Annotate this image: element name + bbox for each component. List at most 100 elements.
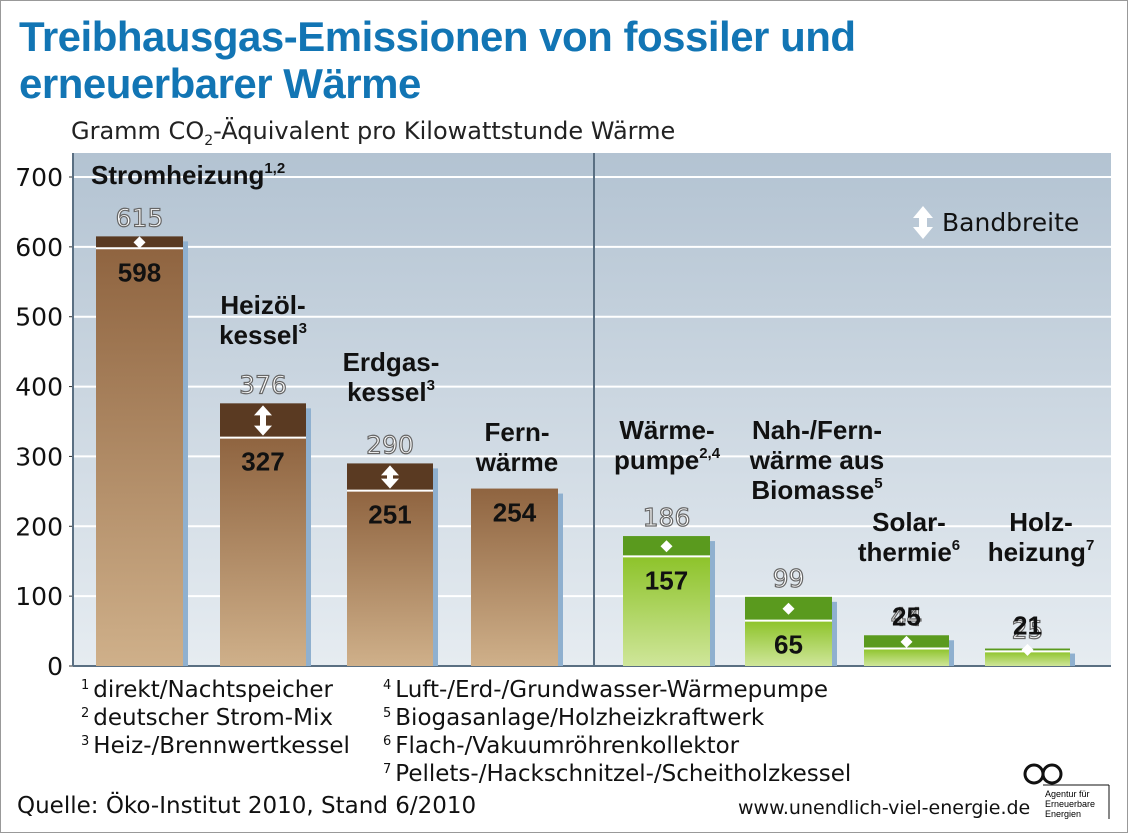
chart-title: Treibhausgas-Emissionen von fossiler und… [19, 13, 1019, 107]
bar-7-value [864, 648, 949, 666]
y-tick-label-500: 500 [15, 303, 63, 332]
y-tick-label-200: 200 [15, 512, 63, 541]
bar-6-footnote-ref: 5 [874, 475, 882, 492]
bar-2-value-label: 327 [241, 447, 284, 477]
footnote-5: 5 Biogasanlage/Holzheizkraftwerk [383, 705, 765, 731]
bar-3-value [347, 490, 433, 666]
logo-text-2: Erneuerbare [1045, 799, 1095, 809]
y-tick-label-0: 0 [47, 652, 63, 681]
bar-4-category-line-2: wärme [475, 447, 558, 477]
bar-4-shadow [558, 493, 563, 666]
bar-3-arrow-up-icon [381, 465, 399, 476]
bar-2-max-label: 376 [239, 370, 287, 399]
bar-1-shadow [183, 241, 188, 666]
bar-2-footnote-ref: 3 [299, 320, 307, 337]
bar-6-category-line-1: Nah-/Fern- [752, 415, 882, 445]
bar-6-category-line-2: wärme aus [749, 445, 884, 475]
bar-7-category-line-1: Solar- [872, 507, 946, 537]
bar-7-shadow [949, 640, 954, 666]
footnote-7: 7 Pellets-/Hackschnitzel-/Scheitholzkesse… [383, 761, 852, 787]
y-tick-label-700: 700 [15, 163, 63, 192]
bar-8-footnote-ref: 7 [1086, 537, 1094, 554]
bar-5-footnote-ref: 2,4 [699, 445, 721, 462]
bar-4-value-label: 254 [493, 498, 537, 528]
bar-2-shadow [306, 408, 311, 666]
y-tick-label-300: 300 [15, 442, 63, 471]
legend-bandbreite-label: Bandbreite [942, 208, 1079, 237]
bar-1-footnote-ref: 1,2 [264, 160, 285, 177]
bar-7-category-line-2: thermie6 [858, 537, 960, 567]
footnote-4: 4 Luft-/Erd-/Grundwasser-Wärmepumpe [383, 677, 828, 703]
footnote-1: 1 direkt/Nachtspeicher [81, 677, 333, 703]
y-tick-label-100: 100 [15, 582, 63, 611]
source-note: Quelle: Öko-Institut 2010, Stand 6/2010 [17, 793, 477, 819]
subtitle-sub: 2 [204, 132, 214, 149]
bar-8-category-line-1: Holz- [1009, 507, 1073, 537]
bar-8-value [985, 651, 1070, 666]
bar-7-max-label: 44 [891, 602, 923, 631]
bar-8-max-label: 25 [1012, 616, 1044, 645]
bar-3-category-line-1: Erdgas- [343, 347, 440, 377]
bar-8-category-line-2: heizung7 [988, 537, 1095, 567]
bar-6-category-line-3: Biomasse5 [751, 475, 882, 505]
y-tick-label-600: 600 [15, 233, 63, 262]
footnote-2: 2 deutscher Strom-Mix [81, 705, 333, 731]
bar-2-category-label: Heizöl-kessel3 [219, 290, 307, 350]
bar-5-category-line-1: Wärme- [619, 415, 714, 445]
bar-7-footnote-ref: 6 [952, 537, 960, 554]
y-axis-unit-label: Gramm CO2-Äquivalent pro Kilowattstunde … [71, 117, 675, 149]
bar-8-category-label: Holz-heizung7 [988, 507, 1095, 567]
title-line-2: erneuerbarer Wärme [19, 60, 421, 107]
legend-arrow-down-icon [913, 227, 933, 239]
footnote-3: 3 Heiz-/Brennwertkessel [81, 733, 350, 759]
bar-3-arrow-shaft [387, 473, 393, 481]
bar-2-arrow-up-icon [254, 405, 272, 416]
subtitle-post: -Äquivalent pro Kilowattstunde Wärme [213, 117, 676, 145]
bar-8-shadow [1070, 653, 1075, 666]
bar-2-arrow-down-icon [254, 425, 272, 436]
bar-1-value-label: 598 [118, 257, 161, 287]
aee-logo: Agentur für Erneuerbare Energien [1023, 763, 1110, 819]
bar-5-category-label: Wärme-pumpe2,4 [614, 415, 721, 475]
bar-6-value [745, 620, 832, 666]
bar-3-arrow-down-icon [381, 478, 399, 489]
bar-8-value-label: 21 [1013, 611, 1042, 641]
bar-1-category-label: Stromheizung1,2 [91, 160, 285, 190]
bar-4-value [471, 488, 558, 666]
logo-text-1: Agentur für [1045, 789, 1090, 799]
legend-arrow-up-icon [913, 206, 933, 218]
infinity-logo-icon [1023, 763, 1063, 785]
bar-7-diamond-icon [900, 635, 913, 648]
bar-8-diamond-icon [1021, 643, 1034, 656]
logo-text-3: Energien [1045, 809, 1081, 819]
bar-5-value-label: 157 [645, 565, 688, 595]
bar-3-category-line-2: kessel3 [347, 377, 435, 407]
bar-5-value [623, 556, 710, 666]
bar-1-diamond-icon [133, 236, 146, 249]
bar-3-shadow [433, 468, 438, 666]
bar-5-max-label: 186 [643, 503, 691, 532]
website-link[interactable]: www.unendlich-viel-energie.de [738, 797, 1031, 819]
bar-6-diamond-icon [782, 602, 795, 615]
bar-3-footnote-ref: 3 [427, 377, 435, 394]
bar-3-category-label: Erdgas-kessel3 [343, 347, 440, 407]
bar-6-value-label: 65 [774, 630, 803, 660]
bar-5-shadow [710, 541, 715, 666]
bar-4-category-line-1: Fern- [485, 417, 550, 447]
bar-2-category-line-1: Heizöl- [220, 290, 305, 320]
legend-arrow-shaft [919, 214, 927, 231]
footnote-6: 6 Flach-/Vakuumröhrenkollektor [383, 733, 740, 759]
bar-2-arrow-shaft [260, 413, 266, 428]
bar-4-category-label: Fern-wärme [475, 417, 558, 477]
bar-5-diamond-icon [660, 540, 673, 553]
bar-1-max-label: 615 [116, 203, 164, 232]
bar-1-category-line-1: Stromheizung1,2 [91, 160, 285, 190]
bar-2-value [220, 437, 306, 666]
title-line-1: Treibhausgas-Emissionen von fossiler und [19, 13, 856, 60]
bar-6-shadow [832, 601, 837, 666]
bar-1-value [96, 248, 183, 667]
bar-3-max-label: 290 [366, 430, 414, 459]
bar-7-category-label: Solar-thermie6 [858, 507, 960, 567]
